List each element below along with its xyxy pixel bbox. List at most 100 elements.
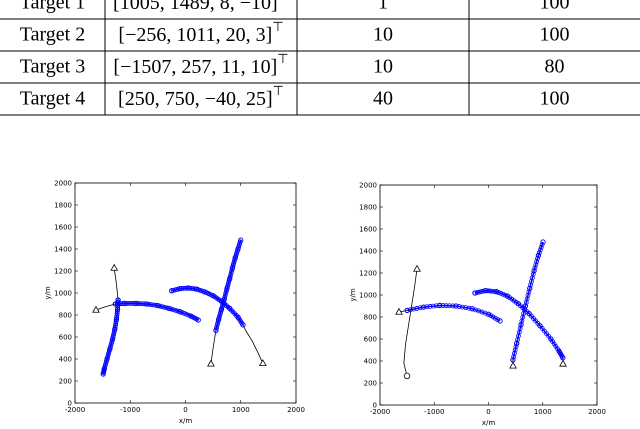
track-fill-marker xyxy=(537,247,543,253)
track-fill-marker xyxy=(180,285,186,291)
table-cell: 10 xyxy=(373,56,393,78)
track-fill-marker xyxy=(190,286,196,292)
track-fill-marker xyxy=(434,303,439,309)
x-tick-label: 2000 xyxy=(287,406,305,414)
x-tick-label: 0 xyxy=(183,406,187,414)
transpose-mark: ⊤ xyxy=(273,83,284,98)
estimate-marker xyxy=(122,300,128,307)
state-vector: [−256, 1011, 20, 3] xyxy=(118,24,272,46)
track-fill-marker xyxy=(417,305,423,311)
y-tick-label: 2000 xyxy=(359,182,377,190)
track-fill-marker xyxy=(511,354,517,360)
estimate-marker xyxy=(193,286,200,292)
track-fill-marker xyxy=(440,303,446,308)
estimate-marker xyxy=(213,327,219,334)
track-line xyxy=(403,268,418,377)
estimate-marker xyxy=(560,355,566,361)
y-tick-label: 2000 xyxy=(54,180,72,188)
x-tick-label: -2000 xyxy=(370,408,390,416)
y-tick-label: 1600 xyxy=(359,226,377,234)
estimate-marker xyxy=(177,309,183,315)
estimate-marker xyxy=(177,285,183,292)
track-line xyxy=(474,289,564,359)
estimate-marker xyxy=(485,311,492,317)
estimate-marker xyxy=(556,348,562,354)
estimate-marker xyxy=(235,246,241,252)
x-axis-label: x/m xyxy=(179,417,193,425)
estimate-marker xyxy=(227,276,233,282)
plot-frame xyxy=(74,182,297,404)
estimate-marker xyxy=(518,322,524,328)
estimate-marker xyxy=(527,285,533,292)
track-fill-marker xyxy=(146,301,152,307)
x-tick-label: -1000 xyxy=(424,408,444,416)
estimate-marker xyxy=(100,371,106,377)
track-fill-marker xyxy=(153,302,159,308)
table-cell: Target 4 xyxy=(20,88,85,110)
table-cell: 10 xyxy=(373,24,393,46)
y-tick-label: 1200 xyxy=(54,268,72,276)
x-tick-label: 1000 xyxy=(534,408,552,416)
track-fill-marker xyxy=(162,304,167,310)
y-tick-label: 400 xyxy=(59,356,72,364)
x-tick-label: -2000 xyxy=(65,406,85,414)
track-fill-marker xyxy=(538,244,544,250)
estimate-marker xyxy=(218,306,225,313)
track-fill-marker xyxy=(430,303,436,309)
estimate-marker xyxy=(224,285,230,292)
estimate-marker xyxy=(113,316,120,323)
track-fill-marker xyxy=(142,301,148,307)
y-axis-label: y/m xyxy=(44,286,52,300)
estimate-marker xyxy=(472,290,478,296)
track-fill-marker xyxy=(447,303,452,309)
estimate-marker xyxy=(404,307,410,314)
estimate-marker xyxy=(420,304,427,310)
estimate-marker xyxy=(210,293,216,299)
y-tick-label: 600 xyxy=(364,336,377,344)
track-fill-marker xyxy=(476,308,482,314)
estimate-marker xyxy=(453,303,459,309)
track-fill-marker xyxy=(460,304,465,310)
estimate-marker xyxy=(185,285,191,291)
table-cell: 80 xyxy=(545,56,565,78)
track-line xyxy=(95,303,116,311)
estimate-marker xyxy=(101,366,107,372)
track-fill-marker xyxy=(535,256,540,261)
track-fill-marker xyxy=(559,353,565,359)
track-fill-marker xyxy=(513,344,519,350)
track-fill-marker xyxy=(424,304,430,310)
estimate-marker xyxy=(515,301,521,307)
estimate-marker xyxy=(229,265,236,271)
track-fill-marker xyxy=(414,306,420,311)
estimate-marker xyxy=(144,301,150,307)
estimate-marker xyxy=(469,306,475,312)
track-fill-marker xyxy=(456,304,462,309)
table-cell: 40 xyxy=(373,88,393,110)
x-tick-label: 1000 xyxy=(232,406,250,414)
start-marker xyxy=(559,359,567,367)
table-cell: Target 1 xyxy=(20,0,85,14)
track-fill-marker xyxy=(182,285,188,291)
start-marker xyxy=(509,361,517,369)
track-line xyxy=(113,267,119,301)
estimate-marker xyxy=(514,340,520,347)
estimate-marker xyxy=(133,300,139,307)
track-fill-marker xyxy=(181,311,187,316)
track-line xyxy=(215,239,242,331)
track-fill-marker xyxy=(463,305,469,311)
estimate-marker xyxy=(537,323,543,329)
y-tick-label: 1400 xyxy=(359,248,377,256)
track-line xyxy=(242,324,264,364)
x-tick-label: 0 xyxy=(486,408,490,416)
estimate-marker xyxy=(540,239,546,245)
track-fill-marker xyxy=(411,306,417,312)
estimate-marker xyxy=(202,289,208,295)
track-fill-marker xyxy=(170,307,176,313)
track-fill-marker xyxy=(482,310,488,316)
estimate-marker xyxy=(238,237,244,243)
estimate-marker xyxy=(235,314,241,320)
y-axis-label: y/m xyxy=(349,288,357,302)
estimate-marker xyxy=(166,305,172,312)
